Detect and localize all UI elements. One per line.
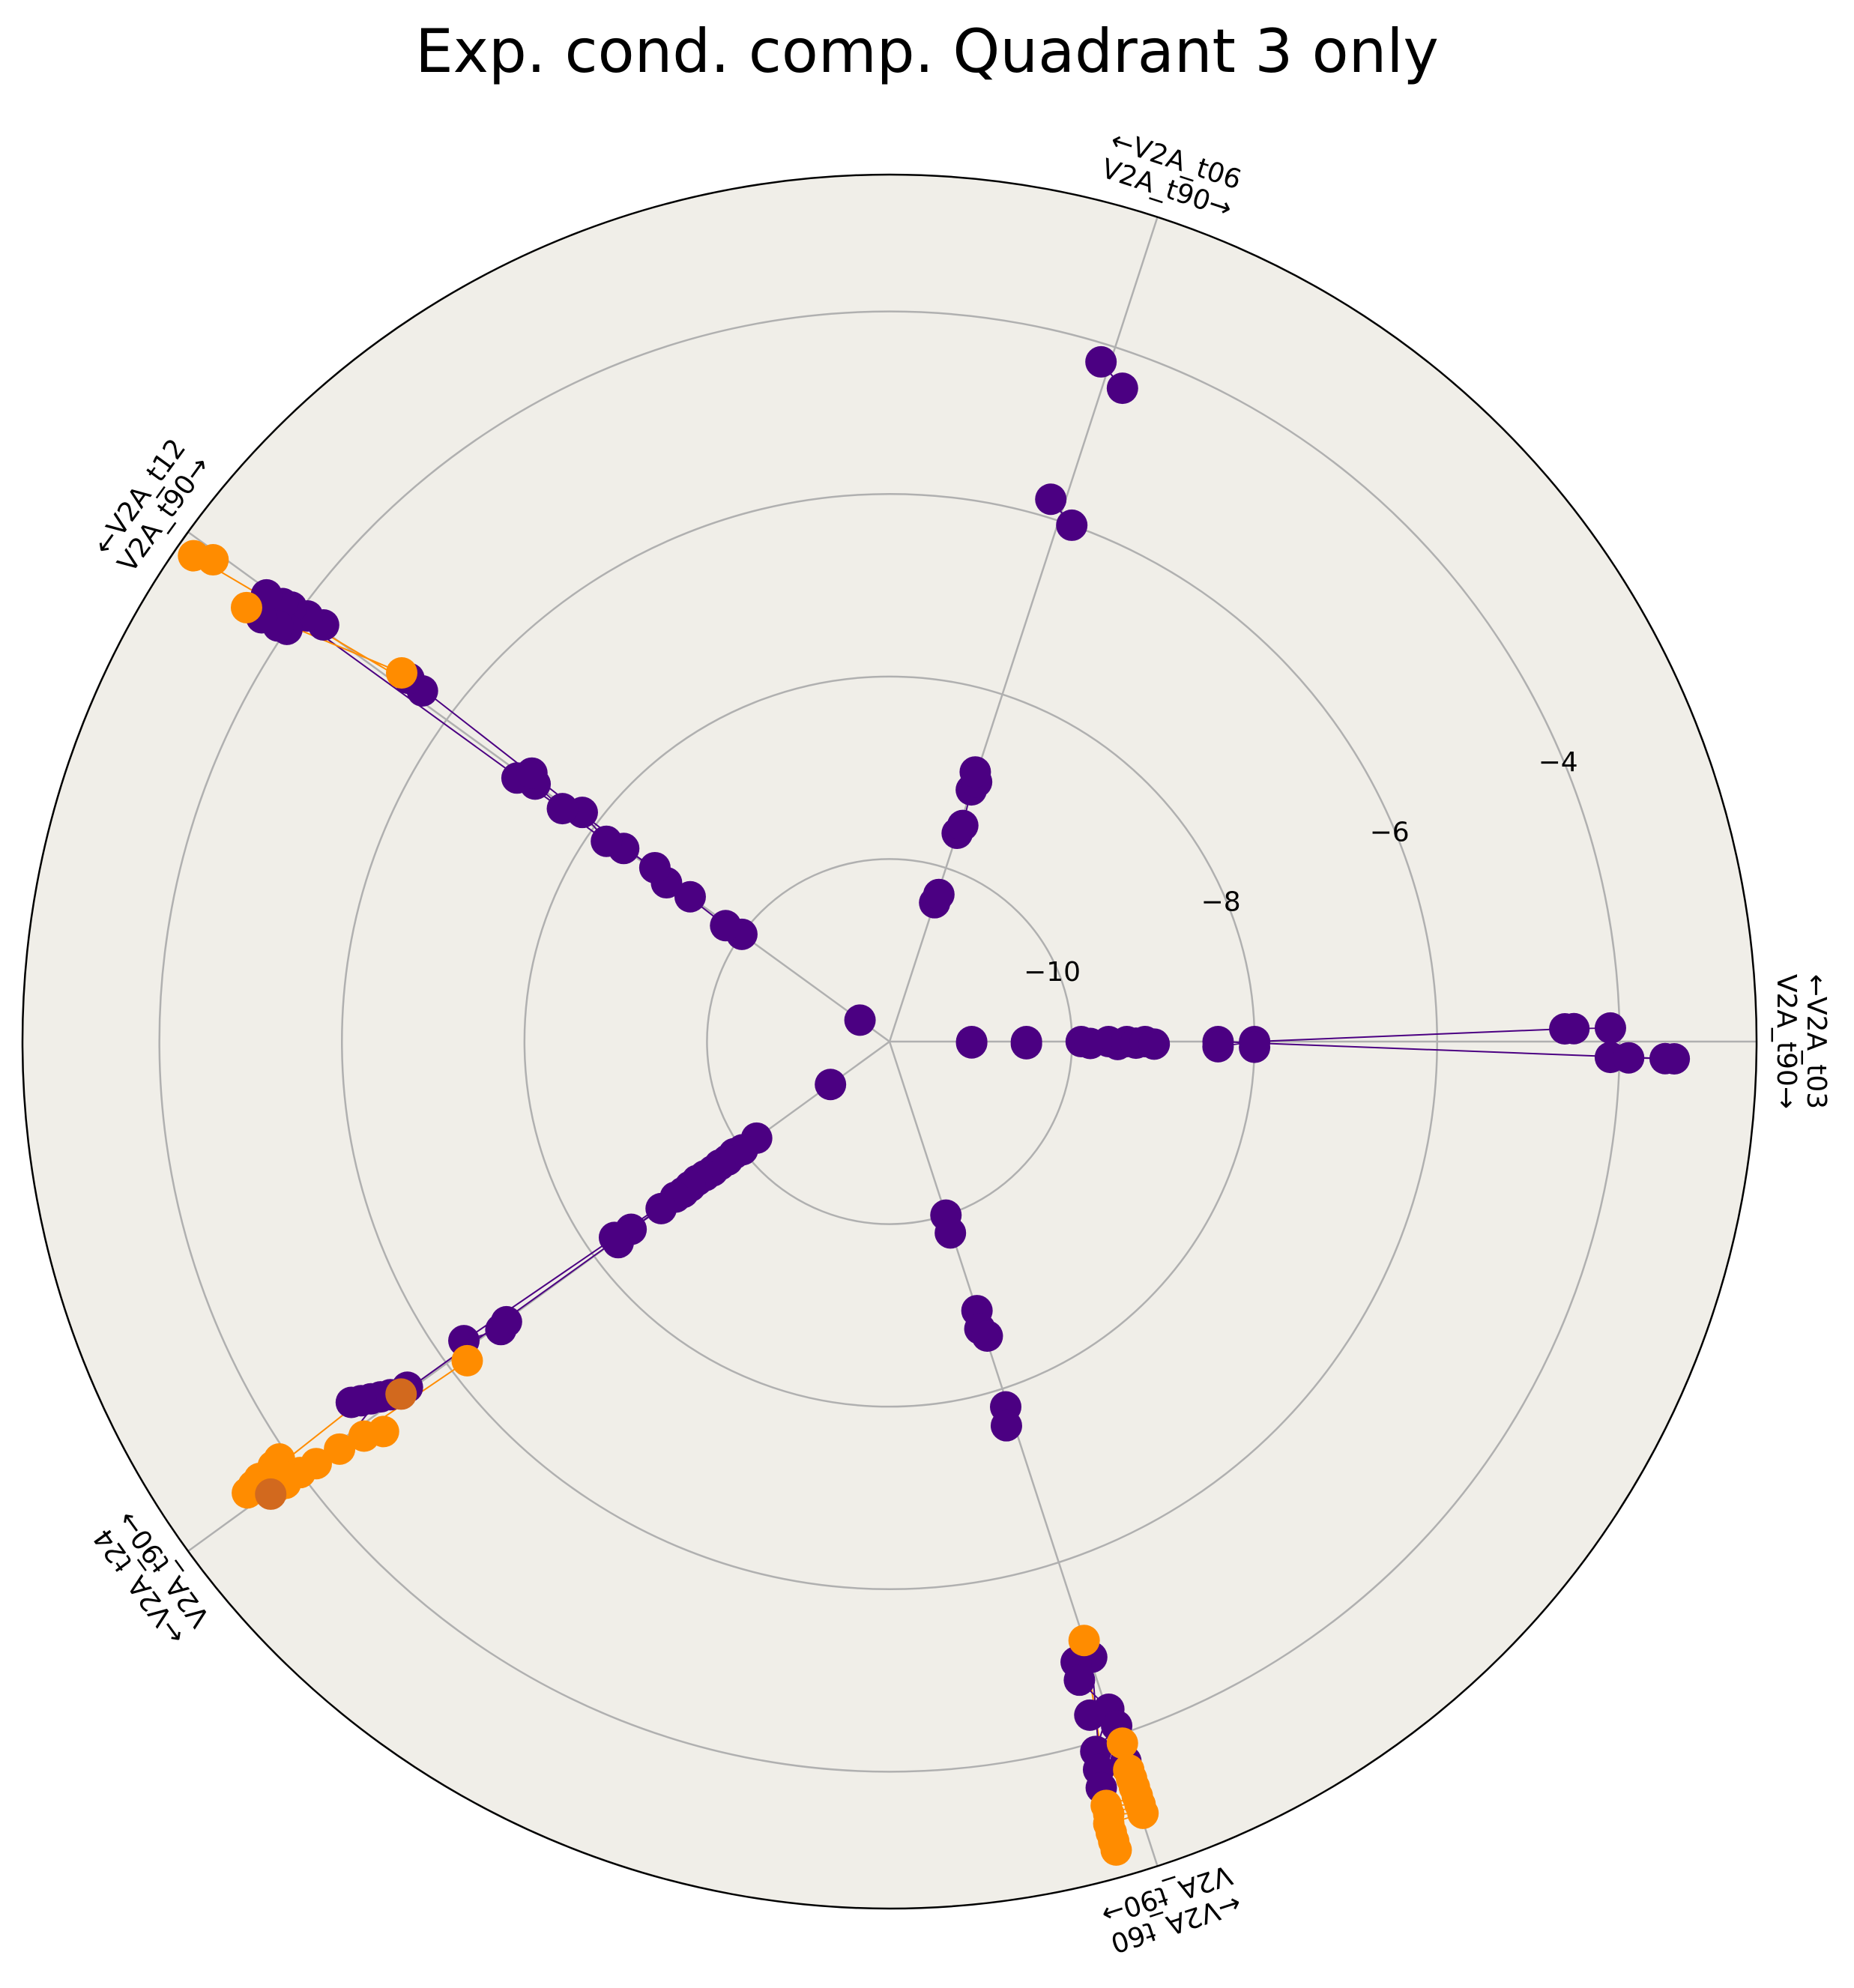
data-point [645,1192,677,1224]
data-point [710,910,742,942]
data-point [1613,1042,1645,1074]
data-point [232,1477,264,1509]
data-point [348,1420,380,1452]
data-point [1106,1727,1138,1759]
data-point [546,793,579,825]
plot-frame [21,173,1758,1910]
data-point [451,1344,483,1377]
data-points [178,345,1691,1866]
data-point [598,1221,630,1254]
outer-frame [21,173,1758,1910]
spoke-label-top: ←V2A_t03 [1801,974,1832,1109]
chart-title: Exp. cond. comp. Quadrant 3 only [415,16,1439,86]
data-point [1085,345,1117,378]
radial-tick-label: −10 [1024,957,1081,988]
data-point [955,1027,988,1059]
spoke-label-bottom: V2A_t90→ [1771,974,1802,1109]
data-point [1127,1797,1159,1829]
data-point [990,1410,1022,1442]
data-point [946,809,979,842]
data-point [385,1378,417,1410]
data-point [1010,1027,1042,1060]
data-point [255,1478,287,1510]
data-point [230,591,262,623]
data-point [591,825,623,857]
data-point [844,1004,876,1036]
data-point [516,757,548,789]
connection-line [1254,1028,1565,1042]
radial-tick-label: −4 [1539,747,1578,778]
radial-tick-label: −8 [1201,887,1241,918]
data-point [1100,1834,1132,1866]
data-point [1035,483,1067,516]
data-point [923,878,955,910]
data-point [1658,1043,1691,1075]
data-point [1138,1028,1171,1060]
data-point [1063,1664,1096,1697]
data-point [1239,1031,1271,1063]
radial-tick-labels: −10 −8 −6 −4 [1024,747,1578,988]
data-point [324,1433,356,1465]
data-point [485,1314,517,1346]
data-point [1202,1030,1234,1063]
data-point [1558,1012,1590,1045]
data-point [674,880,706,913]
data-point [1068,1625,1100,1657]
data-point [1056,509,1088,541]
data-point [959,756,991,788]
data-point [386,657,418,689]
data-point [335,1386,367,1419]
connection-line [1218,1041,1665,1060]
data-point [1594,1012,1626,1044]
data-point [1074,1699,1106,1731]
data-point [178,540,210,572]
radial-tick-label: −6 [1370,817,1410,848]
data-point [1106,372,1138,405]
data-point [815,1069,847,1101]
data-point [934,1217,967,1249]
data-point [971,1320,1003,1353]
data-point [638,851,671,883]
